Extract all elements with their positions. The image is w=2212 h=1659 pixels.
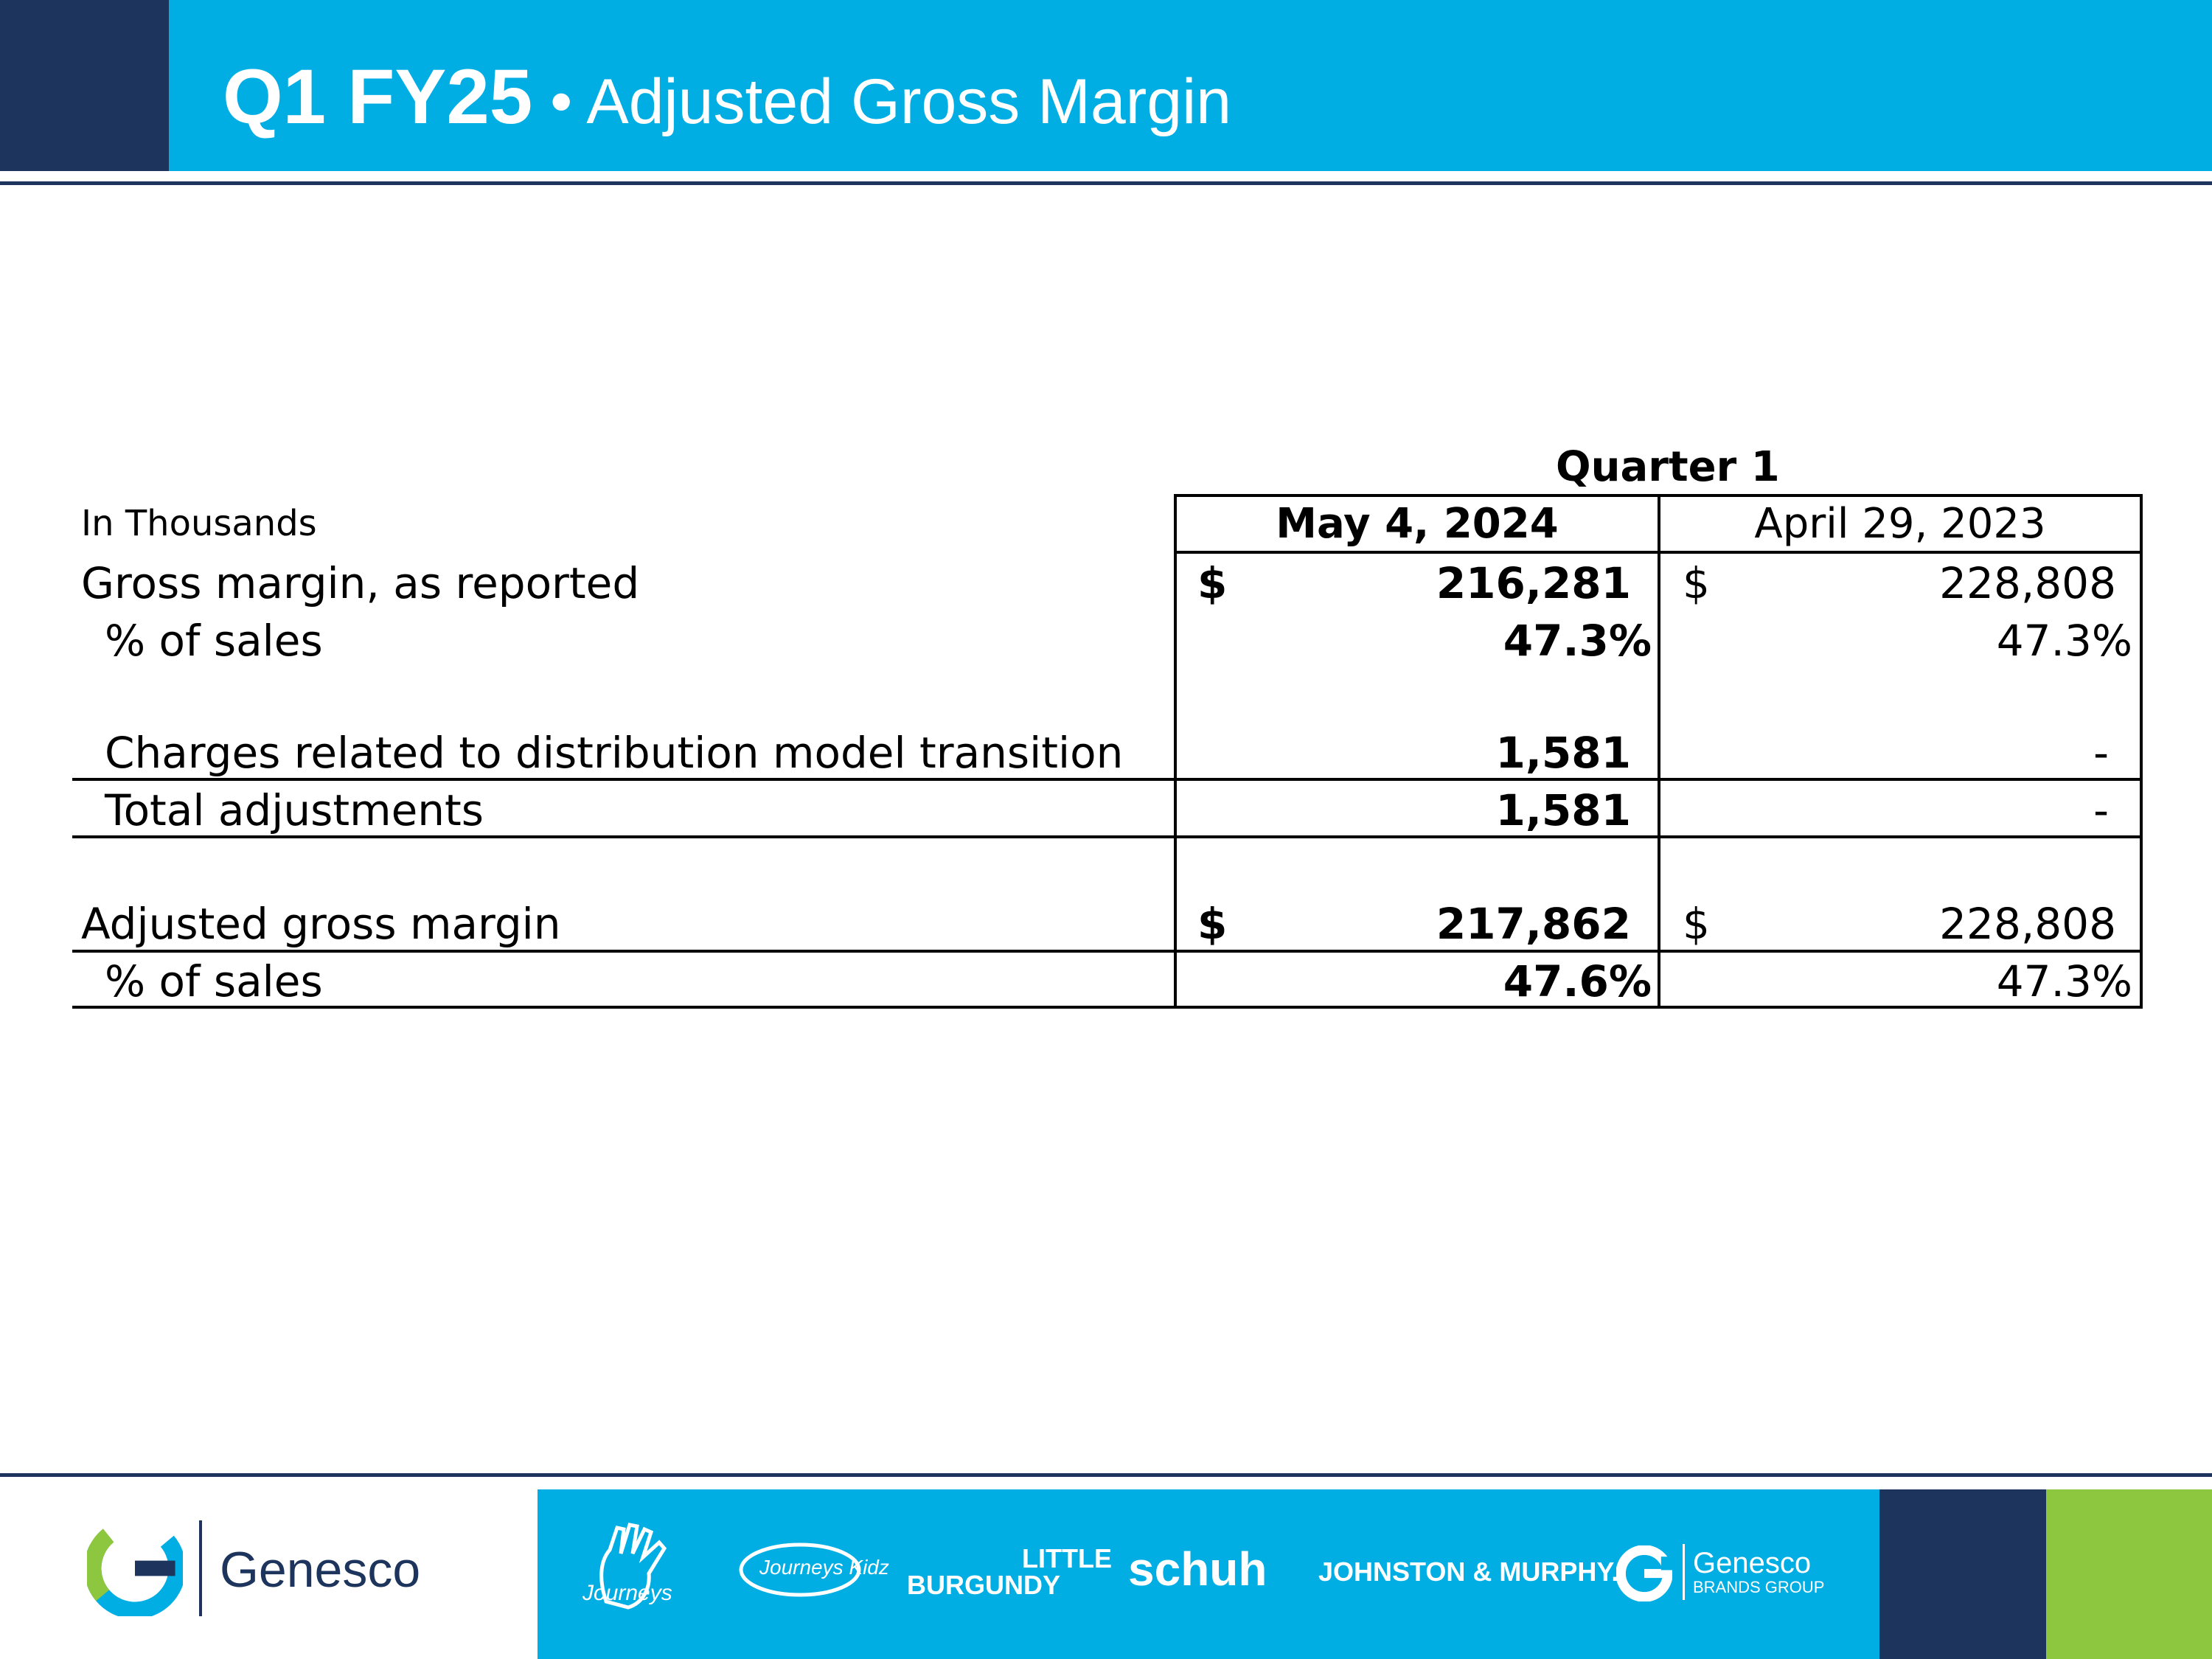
value-percent-sales-prior: 47.3% — [1996, 616, 2132, 666]
brands-group-name: Genesco — [1693, 1547, 1812, 1579]
genesco-g-logo-icon — [87, 1520, 183, 1616]
row-label-adjusted-percent-of-sales: % of sales — [105, 956, 323, 1006]
value-adjusted-percent-current: 47.6% — [1503, 956, 1652, 1006]
row-label-gross-margin: Gross margin, as reported — [81, 558, 640, 608]
row-label-adjusted-gross-margin: Adjusted gross margin — [81, 899, 561, 949]
period-header: Quarter 1 — [1556, 443, 1780, 491]
value-adjusted-gross-margin-current: 217,862 — [1436, 899, 1631, 949]
schuh-logo: schuh — [1128, 1543, 1267, 1596]
brands-group-divider — [1683, 1544, 1685, 1600]
units-label: In Thousands — [81, 503, 317, 544]
journeys-kidz-logo-icon — [739, 1543, 861, 1597]
currency-symbol: $ — [1683, 558, 1710, 608]
header-bar — [169, 0, 2212, 171]
slide-title: Q1 FY25 • Adjusted Gross Margin — [223, 53, 1231, 142]
footer-divider — [0, 1473, 2212, 1477]
value-total-adjustments-prior: - — [2093, 785, 2109, 835]
row-label-percent-of-sales: % of sales — [105, 616, 323, 666]
little-burgundy-label-bottom: BURGUNDY — [907, 1570, 1061, 1600]
header-divider — [0, 181, 2212, 185]
row-label-total-adjustments: Total adjustments — [105, 785, 484, 835]
slide-title-subtitle: • Adjusted Gross Margin — [532, 66, 1232, 137]
value-gross-margin-current: 216,281 — [1436, 558, 1631, 608]
table-rule — [72, 835, 2141, 838]
value-distribution-charges-prior: - — [2093, 728, 2109, 778]
row-label-distribution-charges: Charges related to distribution model tr… — [105, 728, 1124, 778]
table-rule — [1658, 494, 1660, 1009]
value-distribution-charges-current: 1,581 — [1495, 728, 1631, 778]
currency-symbol: $ — [1683, 899, 1710, 949]
journeys-logo-icon — [599, 1523, 667, 1610]
column-header-current: May 4, 2024 — [1276, 500, 1559, 548]
journeys-kidz-label: Journeys Kidz — [759, 1556, 889, 1579]
little-burgundy-label-top: LITTLE — [1022, 1543, 1112, 1573]
header-navy-block — [0, 0, 169, 171]
table-rule — [72, 1006, 2141, 1009]
table-rule — [1174, 494, 1177, 1009]
slide-title-bold: Q1 FY25 — [223, 54, 533, 140]
table-rule — [2140, 494, 2143, 1009]
genesco-brands-group-g-icon — [1616, 1545, 1672, 1601]
logo-divider — [199, 1520, 202, 1616]
table-rule — [72, 950, 2141, 953]
value-adjusted-gross-margin-prior: 228,808 — [1939, 899, 2116, 949]
footer-green-block — [2046, 1489, 2212, 1659]
table-rule — [72, 778, 2141, 781]
currency-symbol: $ — [1197, 899, 1228, 949]
value-adjusted-percent-prior: 47.3% — [1996, 956, 2132, 1006]
value-percent-sales-current: 47.3% — [1503, 616, 1652, 666]
value-total-adjustments-current: 1,581 — [1495, 785, 1631, 835]
footer-navy-block — [1879, 1489, 2046, 1659]
brands-group-subtitle: BRANDS GROUP — [1693, 1578, 1825, 1596]
currency-symbol: $ — [1197, 558, 1228, 608]
johnston-murphy-logo: JOHNSTON & MURPHY. — [1318, 1557, 1619, 1587]
value-gross-margin-prior: 228,808 — [1939, 558, 2116, 608]
journeys-label: Journeys — [582, 1581, 672, 1605]
genesco-wordmark: Genesco — [220, 1542, 421, 1598]
column-header-prior: April 29, 2023 — [1754, 500, 2046, 548]
